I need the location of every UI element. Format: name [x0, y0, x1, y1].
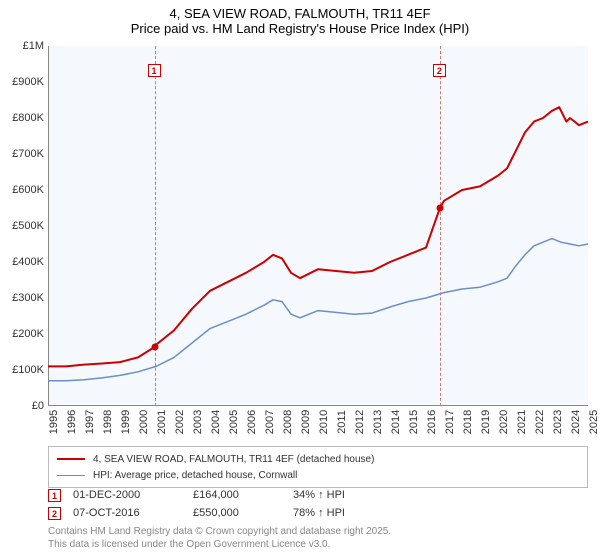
sale-hpi: 34% ↑ HPI — [293, 489, 393, 501]
x-tick-label: 2019 — [480, 410, 492, 434]
x-tick-label: 2023 — [552, 410, 564, 434]
x-tick-label: 2013 — [372, 410, 384, 434]
x-tick-label: 1999 — [120, 410, 132, 434]
x-tick-label: 2008 — [282, 410, 294, 434]
x-tick-label: 2003 — [192, 410, 204, 434]
x-tick-label: 2025 — [588, 410, 600, 434]
x-tick-label: 2005 — [228, 410, 240, 434]
series-price_paid — [48, 107, 588, 366]
x-tick-label: 2000 — [138, 410, 150, 434]
title-block: 4, SEA VIEW ROAD, FALMOUTH, TR11 4EF Pri… — [0, 0, 600, 36]
sale-table-row: 2 07-OCT-2016£550,00078% ↑ HPI — [48, 504, 393, 522]
legend-label: HPI: Average price, detached house, Corn… — [93, 470, 297, 481]
sale-date: 07-OCT-2016 — [73, 507, 193, 519]
legend-row: 4, SEA VIEW ROAD, FALMOUTH, TR11 4EF (de… — [57, 451, 579, 467]
y-tick-label: £100K — [0, 364, 44, 376]
chart-area: £0£100K£200K£300K£400K£500K£600K£700K£80… — [48, 46, 588, 406]
x-tick-label: 2024 — [570, 410, 582, 434]
x-tick-label: 2018 — [462, 410, 474, 434]
chart-container: 4, SEA VIEW ROAD, FALMOUTH, TR11 4EF Pri… — [0, 0, 600, 560]
x-tick-label: 1995 — [48, 410, 60, 434]
y-tick-label: £1M — [0, 40, 44, 52]
x-tick-label: 2017 — [444, 410, 456, 434]
x-tick-label: 2014 — [390, 410, 402, 434]
x-tick-label: 2004 — [210, 410, 222, 434]
legend-label: 4, SEA VIEW ROAD, FALMOUTH, TR11 4EF (de… — [93, 454, 374, 465]
x-tick-label: 2010 — [318, 410, 330, 434]
title-line1: 4, SEA VIEW ROAD, FALMOUTH, TR11 4EF — [0, 6, 600, 21]
x-tick-label: 1996 — [66, 410, 78, 434]
y-tick-label: £900K — [0, 76, 44, 88]
sale-table-marker: 2 — [48, 507, 61, 520]
y-tick-label: £400K — [0, 256, 44, 268]
y-tick-label: £800K — [0, 112, 44, 124]
title-line2: Price paid vs. HM Land Registry's House … — [0, 21, 600, 36]
sale-marker-box-1: 1 — [148, 64, 161, 77]
x-tick-label: 1998 — [102, 410, 114, 434]
y-tick-label: £500K — [0, 220, 44, 232]
x-tick-label: 2007 — [264, 410, 276, 434]
line-series-svg — [48, 46, 588, 406]
x-tick-label: 2012 — [354, 410, 366, 434]
legend-swatch — [57, 475, 85, 476]
legend-row: HPI: Average price, detached house, Corn… — [57, 467, 579, 483]
x-tick-label: 2021 — [516, 410, 528, 434]
y-tick-label: £600K — [0, 184, 44, 196]
legend-swatch — [57, 458, 85, 460]
x-tick-label: 2002 — [174, 410, 186, 434]
sale-dot — [436, 205, 443, 212]
footer-line2: This data is licensed under the Open Gov… — [48, 539, 391, 552]
x-tick-label: 2011 — [336, 410, 348, 434]
sale-dot — [151, 343, 158, 350]
y-tick-label: £0 — [0, 400, 44, 412]
y-tick-label: £300K — [0, 292, 44, 304]
sale-hpi: 78% ↑ HPI — [293, 507, 393, 519]
sale-table-row: 1 01-DEC-2000£164,00034% ↑ HPI — [48, 486, 393, 504]
x-tick-label: 2001 — [156, 410, 168, 434]
x-tick-label: 2022 — [534, 410, 546, 434]
footer-line1: Contains HM Land Registry data © Crown c… — [48, 526, 391, 539]
sale-date: 01-DEC-2000 — [73, 489, 193, 501]
sale-price: £164,000 — [193, 489, 293, 501]
x-tick-label: 1997 — [84, 410, 96, 434]
y-tick-label: £700K — [0, 148, 44, 160]
footer: Contains HM Land Registry data © Crown c… — [48, 526, 391, 551]
sale-table-marker: 1 — [48, 489, 61, 502]
x-tick-label: 2016 — [426, 410, 438, 434]
x-tick-label: 2015 — [408, 410, 420, 434]
x-tick-label: 2020 — [498, 410, 510, 434]
sales-table: 1 01-DEC-2000£164,00034% ↑ HPI 2 07-OCT-201… — [48, 486, 393, 522]
x-tick-label: 2009 — [300, 410, 312, 434]
sale-marker-box-2: 2 — [433, 64, 446, 77]
legend: 4, SEA VIEW ROAD, FALMOUTH, TR11 4EF (de… — [48, 446, 588, 488]
x-tick-label: 2006 — [246, 410, 258, 434]
y-tick-label: £200K — [0, 328, 44, 340]
sale-price: £550,000 — [193, 507, 293, 519]
